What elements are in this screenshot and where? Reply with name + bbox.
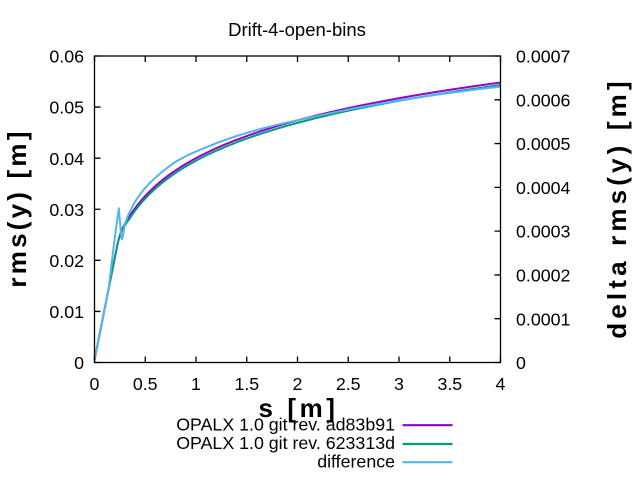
svg-text:0.0002: 0.0002 (516, 266, 570, 286)
svg-text:0.0007: 0.0007 (516, 47, 570, 67)
svg-text:0: 0 (516, 353, 526, 373)
svg-text:0.0005: 0.0005 (516, 134, 570, 154)
svg-text:0.04: 0.04 (49, 149, 84, 169)
svg-text:0.06: 0.06 (49, 47, 84, 67)
svg-text:2.5: 2.5 (336, 374, 361, 394)
svg-text:0.02: 0.02 (49, 251, 84, 271)
svg-text:0.0001: 0.0001 (516, 309, 570, 329)
svg-text:0: 0 (74, 353, 84, 373)
svg-text:0: 0 (90, 374, 100, 394)
svg-text:Drift-4-open-bins: Drift-4-open-bins (228, 19, 366, 40)
svg-text:0.0004: 0.0004 (516, 178, 570, 198)
svg-text:0.01: 0.01 (49, 302, 84, 322)
svg-text:0.5: 0.5 (133, 374, 158, 394)
svg-text:0.0003: 0.0003 (516, 222, 570, 242)
svg-text:rms(y) [m]: rms(y) [m] (2, 128, 32, 287)
svg-text:s [m]: s [m] (258, 393, 338, 423)
svg-text:OPALX 1.0 git rev. 623313d: OPALX 1.0 git rev. 623313d (176, 433, 395, 453)
svg-text:3.5: 3.5 (437, 374, 462, 394)
svg-text:0.0006: 0.0006 (516, 90, 570, 110)
svg-text:1: 1 (191, 374, 201, 394)
svg-text:1.5: 1.5 (234, 374, 259, 394)
svg-text:0.03: 0.03 (49, 200, 84, 220)
svg-text:delta rms(y) [m]: delta rms(y) [m] (602, 77, 632, 338)
svg-text:difference: difference (317, 452, 395, 472)
svg-text:3: 3 (394, 374, 404, 394)
svg-text:2: 2 (293, 374, 303, 394)
svg-text:0.05: 0.05 (49, 98, 84, 118)
svg-text:OPALX 1.0 git rev. ad83b91: OPALX 1.0 git rev. ad83b91 (176, 415, 395, 435)
svg-text:4: 4 (496, 374, 506, 394)
